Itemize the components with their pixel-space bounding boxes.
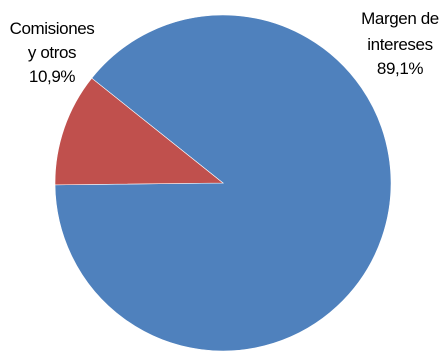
pie-slice-comisiones-y-otros [54, 77, 224, 186]
pie-labels: Margen de intereses 89,1% Comisiones y o… [10, 9, 440, 86]
pie-slices [54, 14, 392, 352]
slice-value-comisiones: 10,9% [29, 67, 75, 86]
slice-label-comisiones-line2: y otros [28, 43, 76, 62]
slice-label-margen-line2: intereses [367, 35, 432, 54]
slice-value-margen: 89,1% [377, 59, 423, 78]
slice-label-margen: Margen de [361, 9, 439, 28]
slice-label-comisiones: Comisiones [10, 19, 95, 38]
